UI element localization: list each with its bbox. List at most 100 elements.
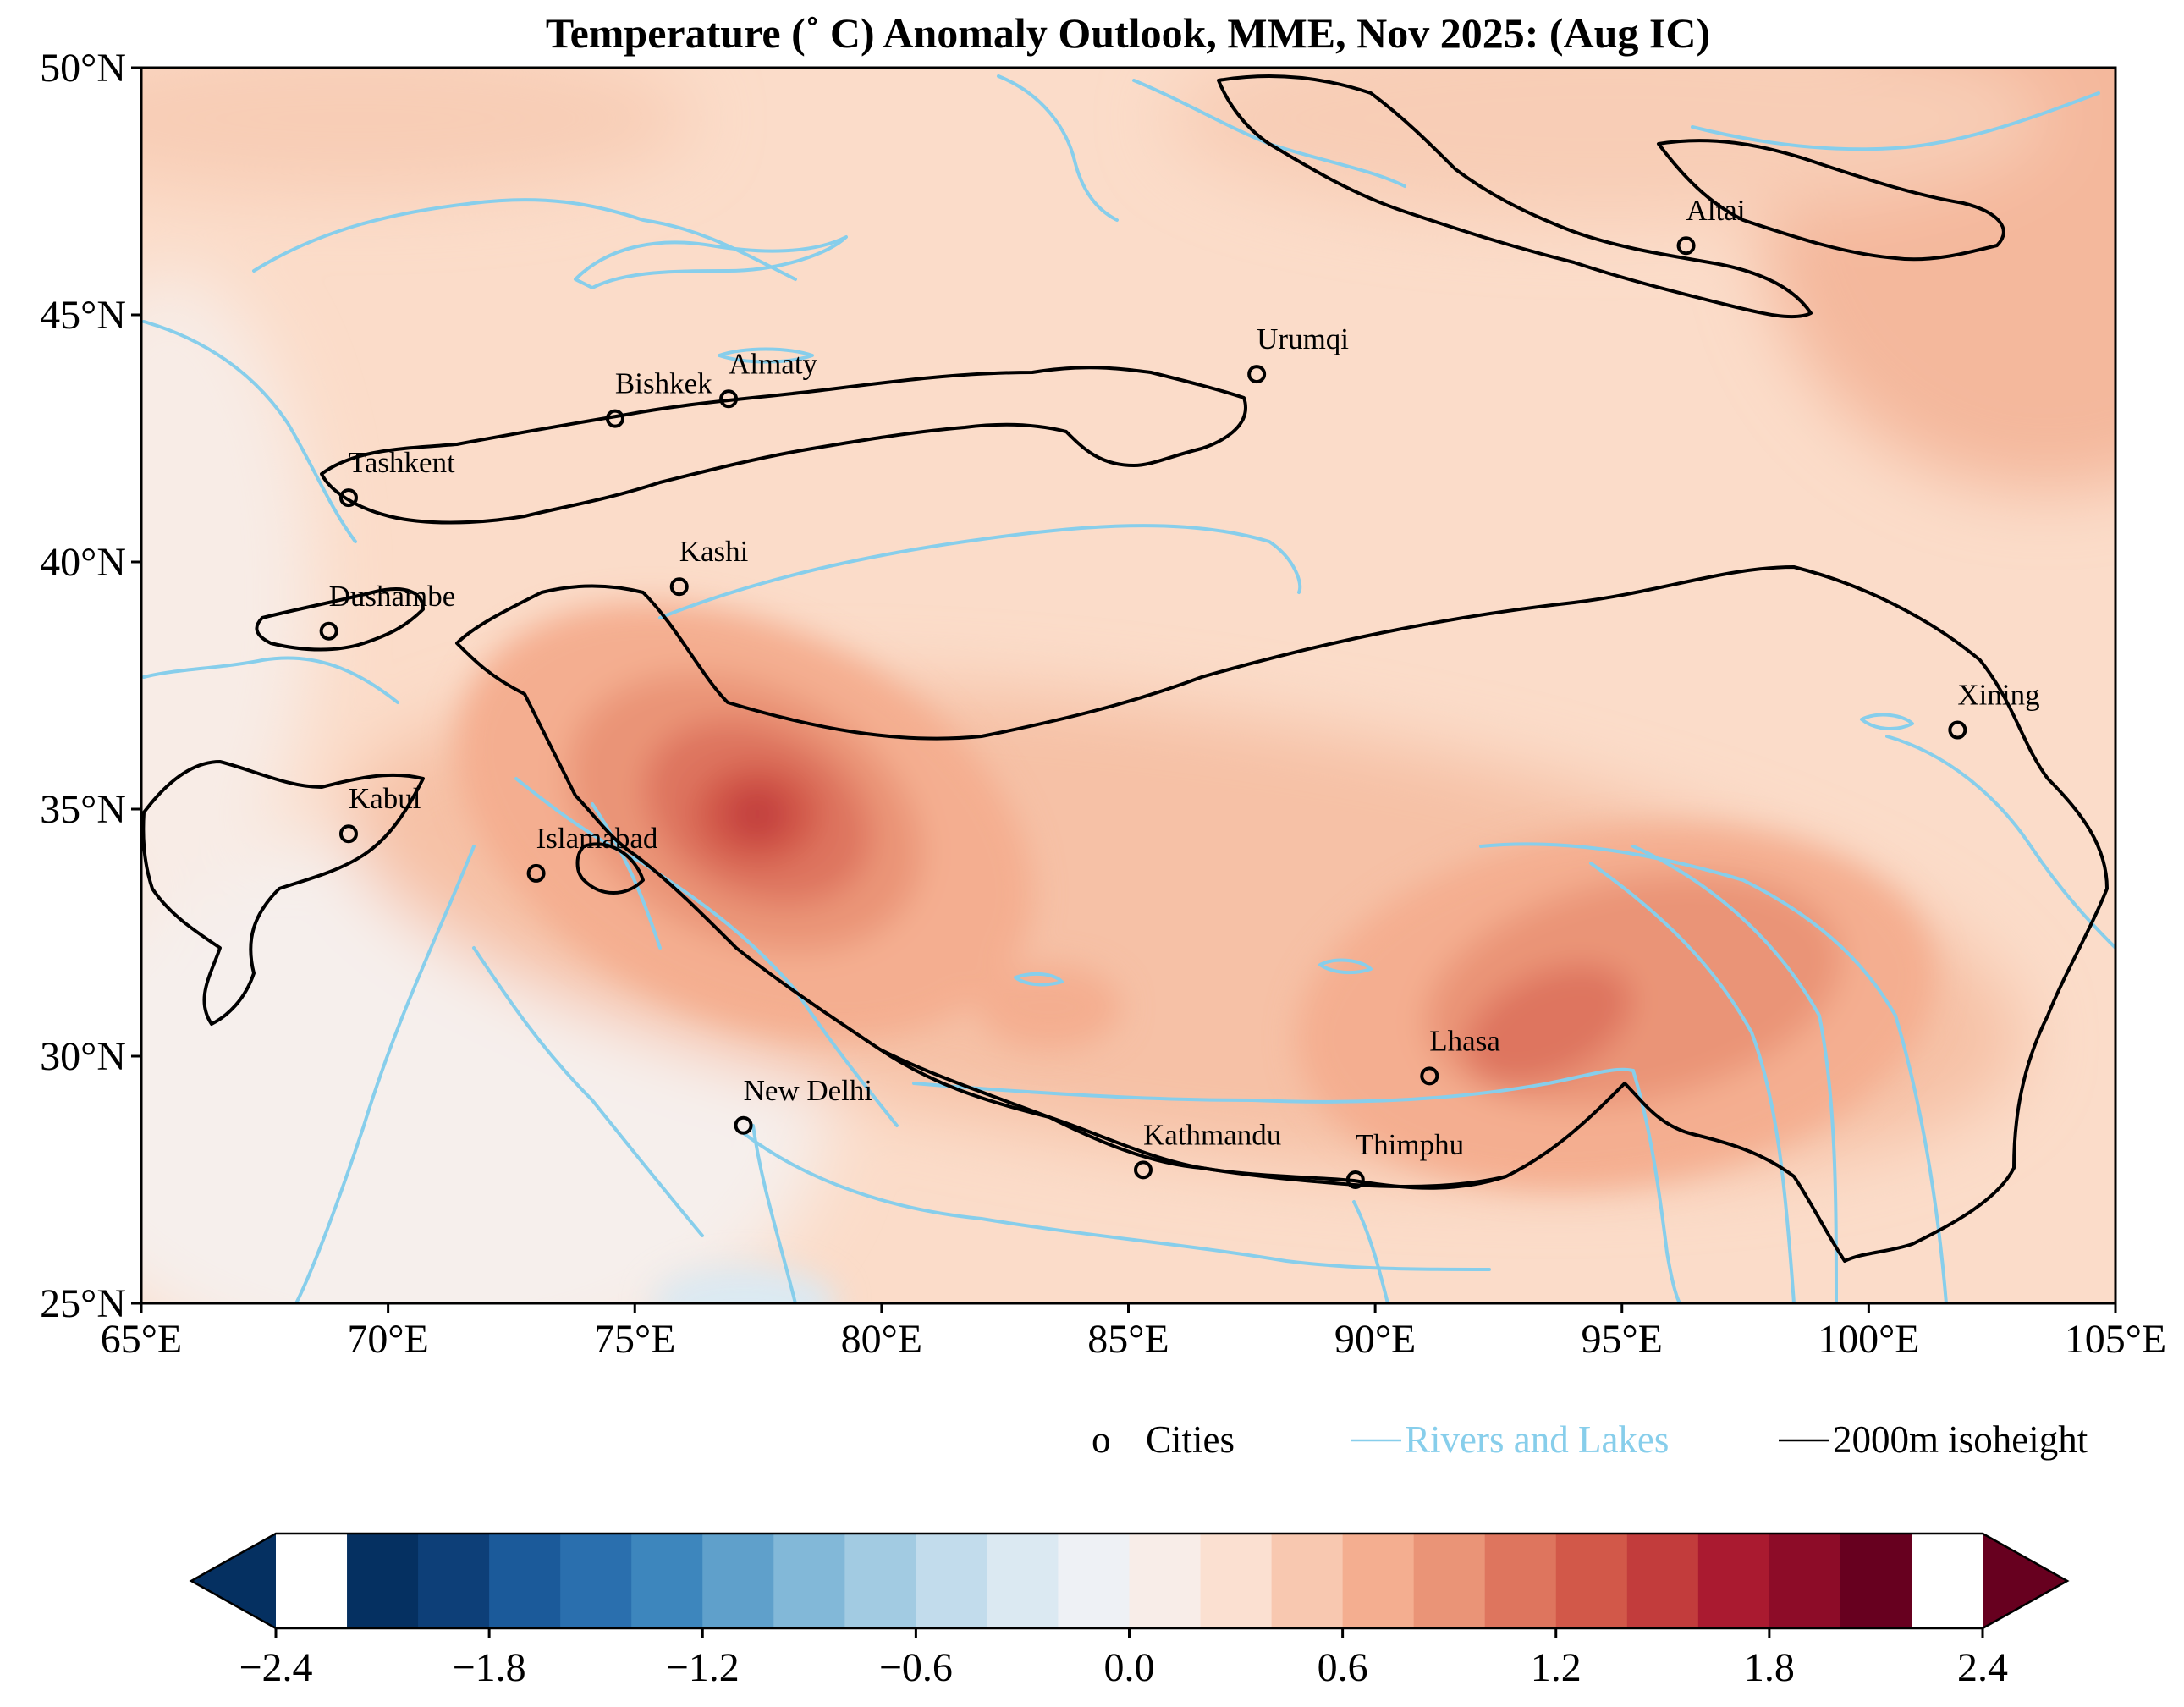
city-marker xyxy=(319,621,338,641)
river-yellow xyxy=(1885,735,2115,950)
lon-tick-label: 75°E xyxy=(594,1317,676,1362)
city-label: Bishkek xyxy=(615,367,712,400)
city-label: Kathmandu xyxy=(1143,1118,1281,1151)
city-marker xyxy=(1133,1160,1153,1180)
river-yangtze xyxy=(1479,842,1948,1303)
colorbar-tick-label: −1.8 xyxy=(453,1645,526,1690)
isoheight-altai-mongolia xyxy=(1217,74,1813,319)
lon-tick-label: 105°E xyxy=(2065,1317,2167,1362)
colorbar-segment xyxy=(1413,1534,1486,1628)
colorbar-segment xyxy=(773,1534,845,1628)
colorbar-tick-label: −1.2 xyxy=(666,1645,740,1690)
isoheight-karakoram-south xyxy=(575,842,645,895)
legend-cities-marker: o xyxy=(1092,1418,1111,1461)
colorbar-segment xyxy=(1129,1534,1202,1628)
lon-tick-label: 90°E xyxy=(1334,1317,1417,1362)
city-label: Dushambe xyxy=(329,580,456,613)
map-title: Temperature (˚ C) Anomaly Outlook, MME, … xyxy=(546,9,1710,57)
city-marker xyxy=(719,389,739,409)
city-markers: Altai Urumqi Almaty Bishkek Tashkent Kashi Dus… xyxy=(319,194,2040,1189)
lake-central-tibet xyxy=(1014,972,1064,987)
lat-tick-label: 25°N xyxy=(40,1281,126,1326)
isoheight-tibet-south-edge xyxy=(879,1048,1507,1188)
isoheight-mongolian-plateau xyxy=(1657,139,2005,262)
colorbar-under-arrow xyxy=(191,1534,276,1628)
colorbar-segment xyxy=(1058,1534,1131,1628)
colorbar-segment xyxy=(489,1534,561,1628)
lat-tick-label: 30°N xyxy=(40,1034,126,1079)
anomaly-contour-central-0.8 xyxy=(977,965,1121,1049)
city-label: New Delhi xyxy=(744,1074,873,1107)
anomaly-contour-west-1.6 xyxy=(728,789,787,840)
city-label: Kabul xyxy=(349,782,421,815)
lat-tick-label: 45°N xyxy=(40,293,126,338)
city-label: Urumqi xyxy=(1257,322,1349,355)
lake-balkhash xyxy=(574,235,848,289)
colorbar-segment xyxy=(916,1534,988,1628)
city-label: Lhasa xyxy=(1429,1024,1500,1057)
colorbar-tick-label: 2.4 xyxy=(1957,1645,2008,1690)
river-indus xyxy=(514,777,899,1127)
lake-qinghai xyxy=(1860,713,1914,730)
colorbar-tick-label: −2.4 xyxy=(239,1645,312,1690)
isoheight-pamir-west xyxy=(255,587,425,652)
city-marker xyxy=(1247,365,1267,384)
colorbar-segment xyxy=(1697,1534,1770,1628)
colorbar-segment xyxy=(631,1534,703,1628)
city-marker xyxy=(605,409,624,428)
lon-tick-label: 65°E xyxy=(101,1317,183,1362)
city-marker xyxy=(338,824,358,844)
colorbar-over-arrow xyxy=(1983,1534,2067,1628)
lake-issyk-kul xyxy=(718,347,814,364)
lon-tick-label: 100°E xyxy=(1818,1317,1920,1362)
colorbar-segment xyxy=(1342,1534,1415,1628)
isoheight-tianshan xyxy=(320,366,1247,525)
isoheight-2000m-contours xyxy=(141,74,2109,1263)
map-legend: o Cities Rivers and Lakes 2000m isoheigh… xyxy=(1092,1418,2088,1461)
colorbar-segment xyxy=(1626,1534,1699,1628)
city-label: Tashkent xyxy=(349,446,455,479)
river-jhelum xyxy=(591,802,662,950)
colorbar-segment xyxy=(347,1534,419,1628)
colorbar-segment xyxy=(418,1534,490,1628)
rivers-and-lakes xyxy=(142,74,2115,1303)
city-marker xyxy=(1345,1170,1365,1189)
city-label: Thimphu xyxy=(1356,1128,1464,1161)
colorbar-segment xyxy=(1555,1534,1628,1628)
lon-tick-label: 85°E xyxy=(1087,1317,1169,1362)
river-ili xyxy=(252,198,797,281)
river-amu-darya xyxy=(142,656,399,704)
river-ganges xyxy=(743,1132,1491,1271)
river-indus-south xyxy=(294,845,476,1303)
city-marker xyxy=(526,863,546,883)
colorbar-segment xyxy=(844,1534,916,1628)
city-marker xyxy=(338,488,358,508)
colorbar: −2.4 −1.8 −1.2 −0.6 0.0 0.6 1.2 1.8 2.4 xyxy=(189,1532,2070,1690)
city-marker xyxy=(734,1115,753,1135)
city-label: Xining xyxy=(1957,679,2039,712)
river-north-b xyxy=(1691,91,2100,151)
lat-tick-label: 40°N xyxy=(40,540,126,585)
river-indo-gangetic-west xyxy=(472,946,704,1237)
city-label: Almaty xyxy=(729,347,817,380)
colorbar-tick-label: 1.2 xyxy=(1531,1645,1582,1690)
anomaly-region-warm-northwest xyxy=(141,68,694,195)
colorbar-tick-label: 0.0 xyxy=(1104,1645,1155,1690)
colorbar-segment xyxy=(702,1534,774,1628)
lon-tick-label: 70°E xyxy=(347,1317,429,1362)
colorbar-segment xyxy=(1484,1534,1557,1628)
colorbar-tick-label: 0.6 xyxy=(1318,1645,1368,1690)
city-marker xyxy=(1420,1066,1439,1086)
longitude-axis: 65°E 70°E 75°E 80°E 85°E 90°E 95°E 100°E 105°E xyxy=(101,1303,2167,1362)
river-tarim xyxy=(658,524,1302,619)
isoheight-tibetan-plateau xyxy=(455,565,2109,1263)
city-label: Altai xyxy=(1686,194,1746,227)
colorbar-segment xyxy=(560,1534,632,1628)
lake-nam-co xyxy=(1318,958,1373,975)
anomaly-field xyxy=(141,68,2115,1303)
lon-tick-label: 80°E xyxy=(841,1317,923,1362)
river-south-bengal xyxy=(1352,1200,1389,1303)
legend-isoheight-label: 2000m isoheight xyxy=(1833,1418,2088,1461)
latitude-axis: 50°N 45°N 40°N 35°N 30°N 25°N xyxy=(40,46,141,1326)
